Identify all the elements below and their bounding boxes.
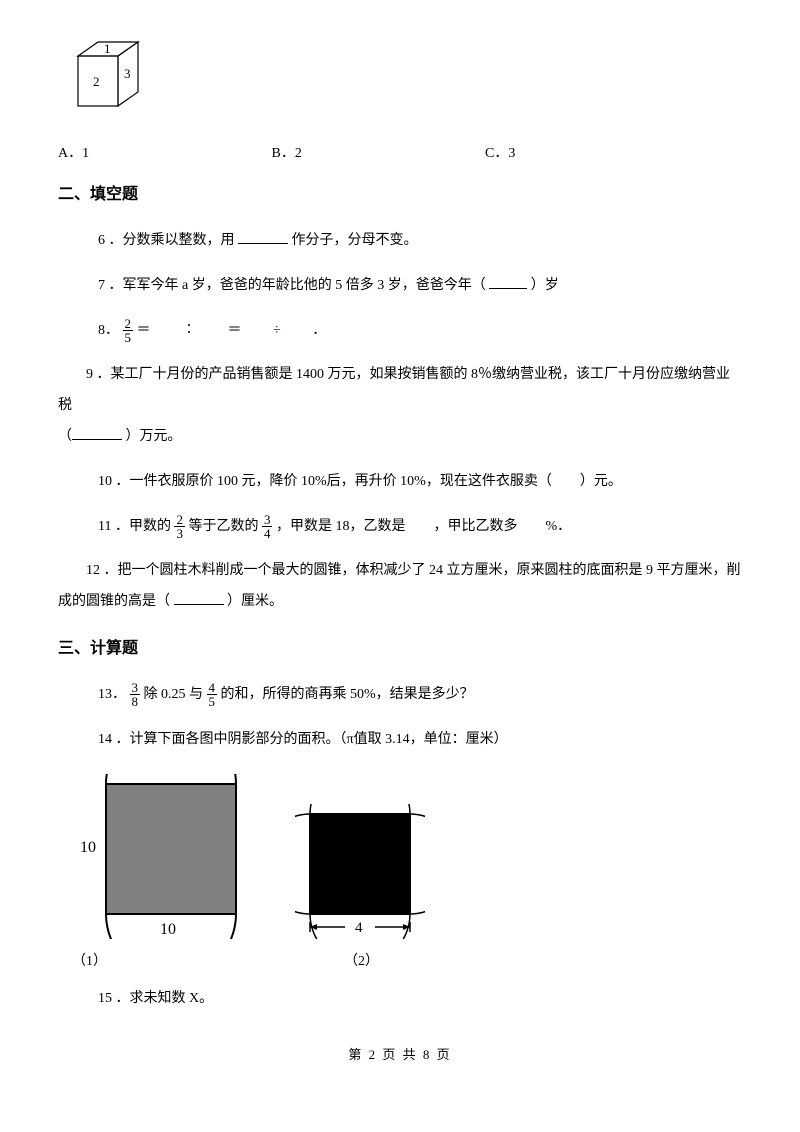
frac-3-4: 3 4 — [262, 513, 273, 540]
question-6: 6 ．分数乘以整数，用 作分子，分母不变。 — [98, 226, 742, 257]
q5-options: A．1 B．2 C．3 — [58, 142, 742, 162]
question-13: 13． 3 8 除 0.25 与 4 5 的和，所得的商再乘 50%，结果是多少… — [98, 680, 742, 711]
q7-num: 7 — [98, 278, 105, 293]
q13-post: 的和，所得的商再乘 50%，结果是多少？ — [221, 687, 474, 702]
frac-4-5: 4 5 — [207, 681, 218, 708]
section-calc-title: 三、计算题 — [58, 634, 742, 658]
frac-2-3: 2 3 — [174, 513, 185, 540]
q14-num: 14 — [98, 732, 112, 747]
q6-pre: ．分数乘以整数，用 — [109, 233, 235, 248]
q6-num: 6 — [98, 233, 105, 248]
section-fill-title: 二、填空题 — [58, 180, 742, 204]
q12-num: 12 — [86, 563, 100, 578]
q9-blank — [72, 425, 122, 440]
svg-text:4: 4 — [355, 920, 363, 936]
q11-post: ，甲数是 18，乙数是 ，甲比乙数多 %． — [276, 519, 571, 534]
q10-num: 10 — [98, 474, 112, 489]
question-7: 7 ．军军今年 a 岁，爸爸的年龄比他的 5 倍多 3 岁，爸爸今年（ ）岁 — [98, 271, 742, 302]
fig2-label: （2） — [344, 954, 379, 969]
frac-2-5: 2 5 — [123, 317, 134, 344]
figure-2: 4 — [295, 804, 425, 944]
frac-3-8: 3 8 — [130, 681, 141, 708]
q15-text: ．求未知数 X。 — [116, 991, 214, 1006]
svg-text:10: 10 — [160, 921, 176, 938]
question-11: 11 ．甲数的 2 3 等于乙数的 3 4 ，甲数是 18，乙数是 ，甲比乙数多… — [98, 512, 742, 543]
q11-pre: ．甲数的 — [115, 519, 171, 534]
q6-blank — [238, 229, 288, 244]
q6-post: 作分子，分母不变。 — [292, 233, 418, 248]
question-12: 12 ．把一个圆柱木料削成一个最大的圆锥，体积减少了 24 立方厘米，原来圆柱的… — [58, 556, 742, 618]
q13-num: 13 — [98, 687, 112, 702]
q8-num: 8 — [98, 323, 105, 338]
q8-eq2: ＝ — [228, 323, 242, 338]
question-14: 14 ．计算下面各图中阴影部分的面积。（π值取 3.14，单位：厘米） — [98, 725, 742, 756]
q8-colon: ∶ — [182, 323, 196, 338]
svg-text:1: 1 — [104, 41, 111, 56]
opt-c: C．3 — [485, 142, 515, 162]
q11-mid: 等于乙数的 — [188, 519, 258, 534]
q8-eq1: ＝ — [137, 323, 151, 338]
q7-post: ）岁 — [531, 278, 559, 293]
q8-end: ． — [312, 323, 326, 338]
q7-blank — [489, 274, 527, 289]
opt-a: A．1 — [58, 142, 268, 162]
q10-text: ．一件衣服原价 100 元，降价 10%后，再升价 10%，现在这件衣服卖（ ）… — [116, 474, 622, 489]
q9-num: 9 — [86, 367, 93, 382]
q14-text: ．计算下面各图中阴影部分的面积。（π值取 3.14，单位：厘米） — [116, 732, 508, 747]
q12-pre: ．把一个圆柱木料削成一个最大的圆锥，体积减少了 24 立方厘米，原来圆柱的底面积… — [58, 563, 741, 609]
q9-post: ）万元。 — [126, 429, 182, 444]
q15-num: 15 — [98, 991, 112, 1006]
question-15: 15 ．求未知数 X。 — [98, 984, 742, 1015]
q13-mid: 除 0.25 与 — [144, 687, 204, 702]
q8-div: ÷ — [273, 323, 281, 338]
fig1-label: （1） — [72, 954, 107, 969]
page-footer: 第 2 页 共 8 页 — [58, 1044, 742, 1063]
question-8: 8． 2 5 ＝ ∶ ＝ ÷ ． — [98, 316, 742, 347]
q12-blank — [174, 590, 224, 605]
opt-b: B．2 — [272, 142, 482, 162]
figure-1: 10 10 — [68, 774, 248, 944]
q11-num: 11 — [98, 519, 111, 534]
q7-pre: ．军军今年 a 岁，爸爸的年龄比他的 5 倍多 3 岁，爸爸今年（ — [109, 278, 486, 293]
q9-pre: ．某工厂十月份的产品销售额是 1400 万元，如果按销售额的 8％缴纳营业税，该… — [58, 367, 730, 413]
svg-text:2: 2 — [93, 74, 100, 89]
question-10: 10 ．一件衣服原价 100 元，降价 10%后，再升价 10%，现在这件衣服卖… — [98, 467, 742, 498]
geometry-figures: 10 10 4 — [68, 774, 742, 970]
svg-text:3: 3 — [124, 66, 131, 81]
q12-post: ）厘米。 — [227, 594, 283, 609]
svg-text:10: 10 — [80, 839, 96, 856]
question-9: 9 ．某工厂十月份的产品销售额是 1400 万元，如果按销售额的 8％缴纳营业税… — [58, 360, 742, 452]
cube-figure: 1 2 3 — [68, 38, 742, 128]
